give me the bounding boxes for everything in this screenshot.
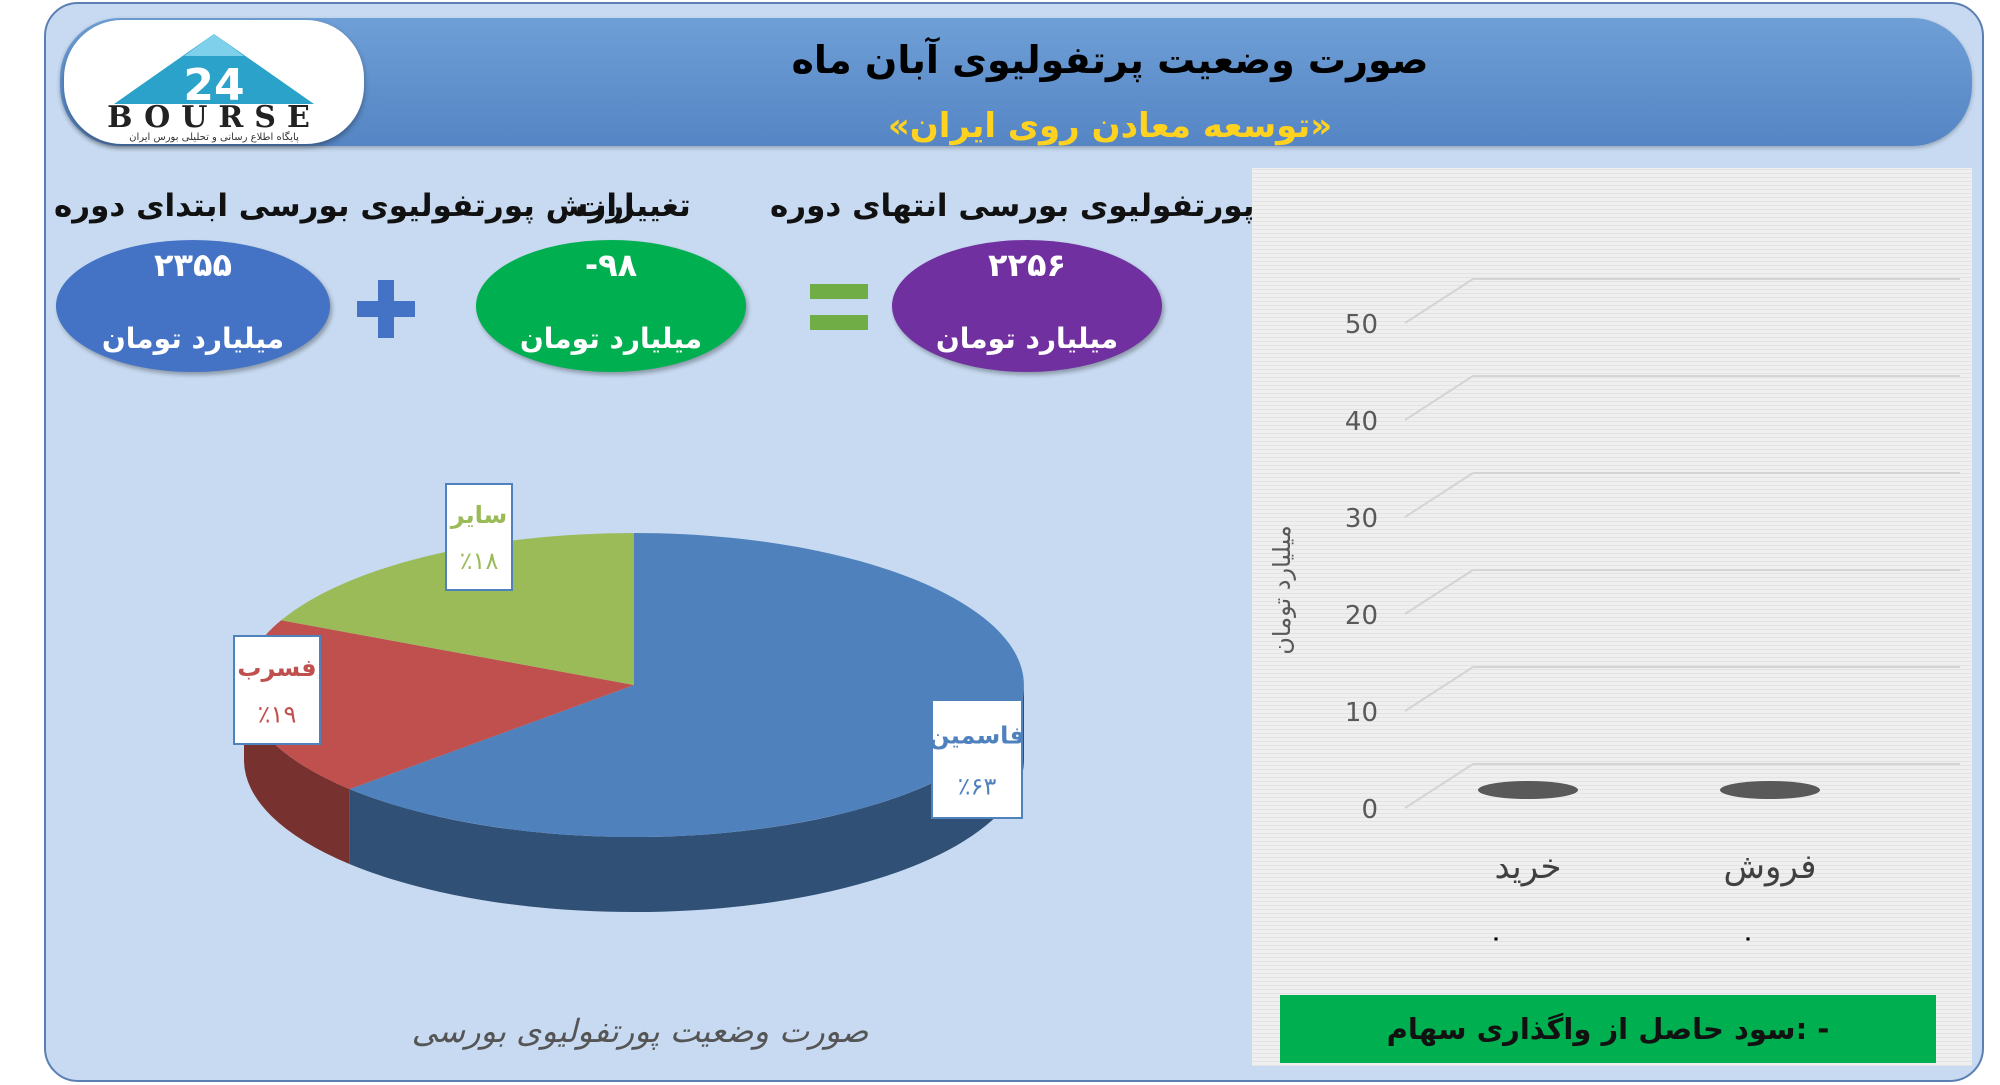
y-tick-label: 10 bbox=[1345, 698, 1378, 728]
end-value-ellipse: ۲۲۵۶ میلیارد تومان bbox=[892, 240, 1162, 372]
pie-label-name: فاسمین bbox=[929, 722, 1025, 750]
pie-label-percent: ٪۱۹ bbox=[258, 700, 297, 728]
start-value-ellipse: ۲۳۵۵ میلیارد تومان bbox=[56, 240, 330, 372]
y-tick-label: 40 bbox=[1345, 407, 1378, 437]
pie-slice-0 bbox=[349, 533, 1024, 837]
pie-label-box bbox=[445, 483, 513, 591]
x-category-label: فروش bbox=[1724, 847, 1817, 887]
pie-label-percent: ٪۶۳ bbox=[958, 772, 997, 800]
y-tick-label: 30 bbox=[1345, 504, 1378, 534]
header-banner: صورت وضعیت پرتفولیوی آبان ماه «توسعه معا… bbox=[60, 18, 1972, 146]
pie-label-0: فاسمین ٪۶۳ bbox=[929, 699, 1025, 819]
grid-diag-5 bbox=[1404, 278, 1474, 324]
start-value: ۲۳۵۵ bbox=[153, 246, 233, 284]
equals-icon bbox=[810, 284, 868, 330]
logo-word: BOURSE bbox=[107, 100, 321, 135]
pie-label-1: فسرب ٪۱۹ bbox=[233, 635, 321, 745]
change-value: -۹۸ bbox=[584, 246, 638, 284]
logo-tagline: پایگاه اطلاع رسانی و تحلیلی بورس ایران bbox=[129, 132, 299, 143]
pie-label-name: سایر bbox=[450, 501, 508, 529]
plus-icon bbox=[357, 280, 415, 338]
bar-1 bbox=[1720, 781, 1820, 799]
pie-label-box bbox=[931, 699, 1023, 819]
pie-slice-1 bbox=[243, 620, 634, 790]
y-tick-label: 50 bbox=[1345, 310, 1378, 340]
grid-diag-0 bbox=[1404, 763, 1474, 809]
page-title: صورت وضعیت پرتفولیوی آبان ماه bbox=[791, 38, 1429, 82]
logo-mountain-icon: 24 bbox=[114, 34, 314, 111]
pie-chart-title: صورت وضعیت پورتفولیوی بورسی bbox=[411, 1012, 869, 1050]
pie-side-1 bbox=[243, 685, 350, 865]
trade-chart-panel bbox=[1252, 168, 1972, 1066]
end-value: ۲۲۵۶ bbox=[987, 246, 1067, 284]
category-mark: ۰ bbox=[1491, 928, 1502, 949]
pie-side-0 bbox=[349, 685, 1025, 913]
y-tick-label: 0 bbox=[1361, 795, 1378, 825]
logo-number: 24 bbox=[183, 60, 244, 111]
pie-label-percent: ٪۱۸ bbox=[460, 547, 499, 575]
pie-label-name: فسرب bbox=[237, 654, 316, 682]
start-value-unit: میلیارد تومان bbox=[101, 322, 285, 355]
pie-slice-2 bbox=[281, 533, 634, 685]
change-ellipse: -۹۸ میلیارد تومان bbox=[476, 240, 746, 372]
page-subtitle: «توسعه معادن روی ایران» bbox=[887, 106, 1333, 146]
y-axis-label: میلیارد تومان bbox=[1268, 525, 1296, 654]
end-value-unit: میلیارد تومان bbox=[935, 322, 1119, 355]
bourse24-logo: 24 BOURSE پایگاه اطلاع رسانی و تحلیلی بو… bbox=[64, 20, 364, 144]
x-category-label: خرید bbox=[1494, 847, 1561, 887]
pie-label-2: سایر ٪۱۸ bbox=[445, 483, 513, 591]
portfolio-pie-chart: فاسمین ٪۶۳ فسرب ٪۱۹ سایر ٪۱۸ bbox=[233, 483, 1025, 913]
grid-diag-1 bbox=[1404, 666, 1474, 712]
grid-diag-3 bbox=[1404, 472, 1474, 518]
pie-label-box bbox=[233, 635, 321, 745]
change-value-unit: میلیارد تومان bbox=[519, 322, 703, 355]
category-mark: ۰ bbox=[1743, 928, 1754, 949]
y-tick-label: 20 bbox=[1345, 601, 1378, 631]
change-caption: تغییرات bbox=[575, 188, 691, 224]
grid-diag-4 bbox=[1404, 375, 1474, 421]
grid-diag-2 bbox=[1404, 569, 1474, 615]
profit-banner: سود حاصل از واگذاری سهام: - bbox=[1280, 995, 1936, 1063]
bar-0 bbox=[1478, 781, 1578, 799]
